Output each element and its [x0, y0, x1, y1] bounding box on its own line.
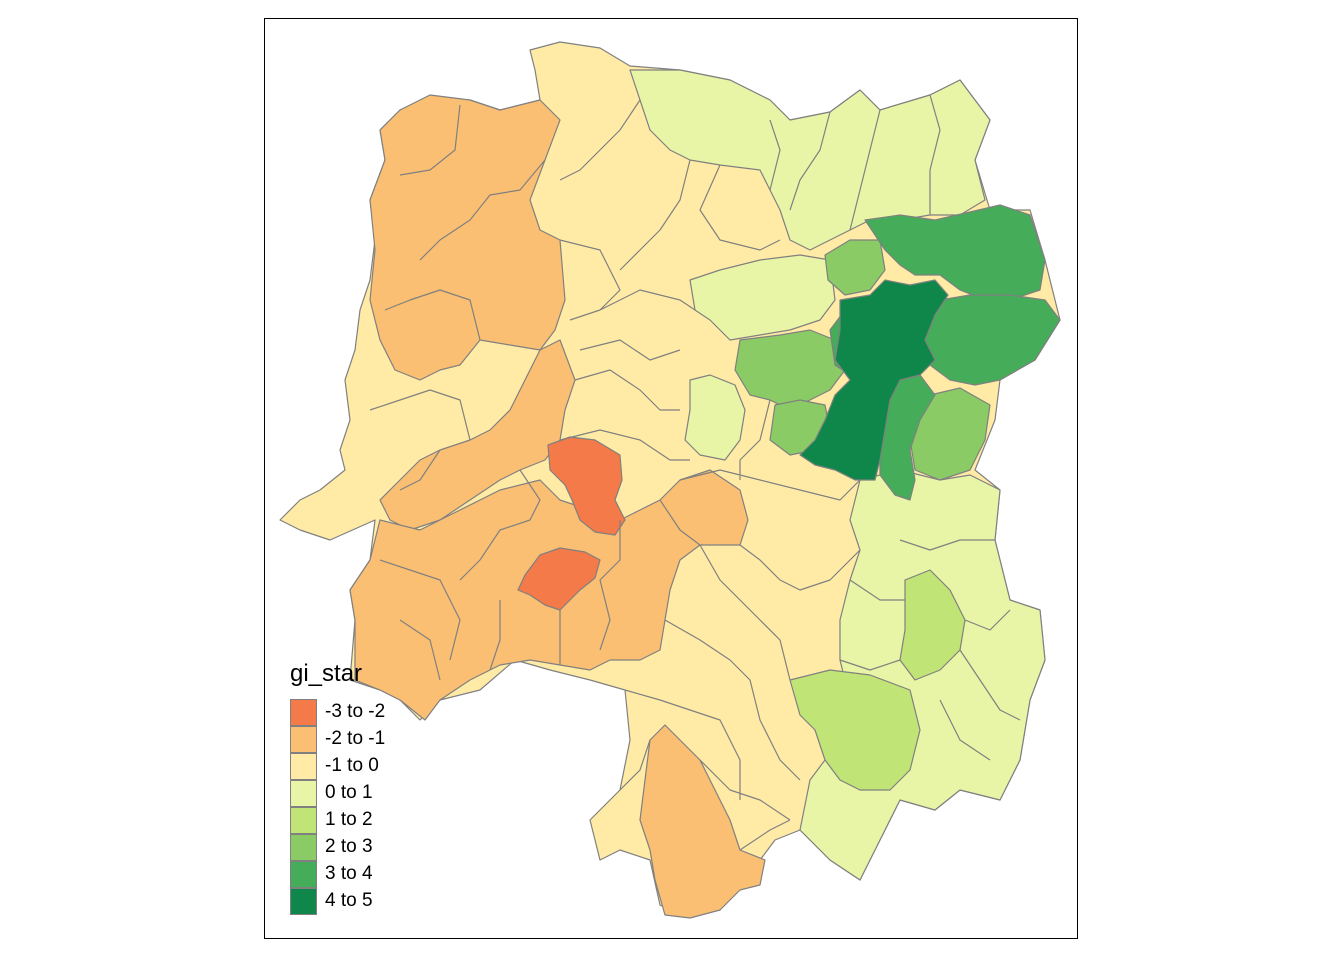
region-west-north: [369, 94, 566, 381]
region-3to4-east: [924, 294, 1061, 386]
legend-label: 1 to 2: [325, 809, 373, 830]
legend-swatch: [290, 753, 317, 780]
legend-swatch: [290, 888, 317, 915]
region-2to3-north: [824, 239, 886, 296]
region-2to3-east: [909, 387, 991, 481]
legend-swatch: [290, 726, 317, 753]
region-south-tongue: [639, 724, 766, 919]
legend-label: 2 to 3: [325, 836, 373, 857]
region-3to4-northeast: [864, 204, 1046, 301]
map-frame: [264, 18, 1078, 939]
region-center-lightgreen: [684, 374, 746, 461]
legend-title: gi_star: [290, 660, 363, 687]
county-boundaries: [369, 94, 1021, 851]
legend-label: -1 to 0: [325, 755, 379, 776]
legend-swatch: [290, 780, 317, 807]
legend-swatch: [290, 699, 317, 726]
legend-label: -2 to -1: [325, 728, 386, 749]
region-1to2-se: [899, 569, 966, 681]
region-red-south: [517, 547, 601, 611]
region-2to3-west: [734, 329, 846, 411]
legend-label: 4 to 5: [325, 890, 373, 911]
region-1to2-south: [789, 669, 921, 791]
legend-swatch: [290, 861, 317, 888]
region-east-lightgreen: [689, 254, 836, 341]
legend-swatch: [290, 807, 317, 834]
legend-swatch: [290, 834, 317, 861]
legend-label: -3 to -2: [325, 701, 386, 722]
legend-label: 0 to 1: [325, 782, 373, 803]
legend-label: 3 to 4: [325, 863, 373, 884]
region-4to5-core: [799, 279, 949, 481]
